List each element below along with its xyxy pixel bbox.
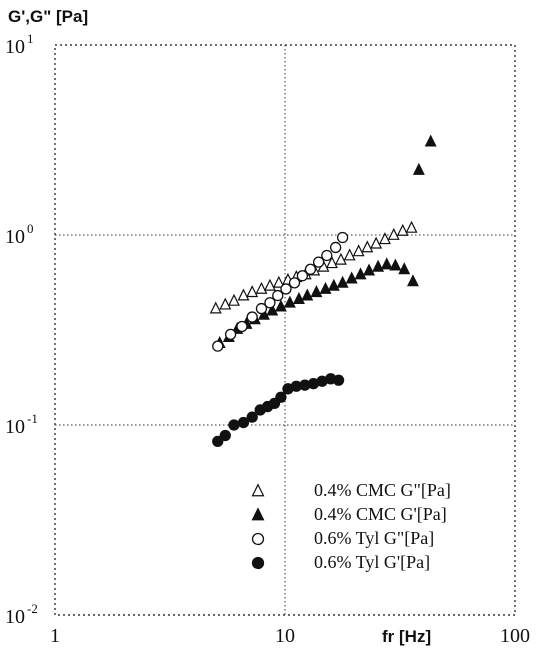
- cmc-g-prime-point: [372, 259, 385, 272]
- tyl-g-prime-point: [332, 374, 345, 386]
- legend: 0.4% CMC G"[Pa] 0.4% CMC G'[Pa] 0.6% Tyl G…: [251, 480, 451, 572]
- cmc-g-double-prime-point: [237, 288, 250, 301]
- cmc-g-double-prime-point: [378, 232, 391, 245]
- cmc-g-prime-point: [327, 278, 340, 291]
- tyl-g-double-prime-point: [246, 311, 258, 323]
- tyl-g-double-prime-point: [312, 256, 325, 268]
- cmc-g-double-prime-point: [387, 227, 400, 240]
- cmc-g-prime-point: [310, 285, 323, 298]
- tyl-g-double-prime-point: [224, 328, 237, 340]
- cmc-g-prime-point: [319, 281, 332, 294]
- cmc-g-double-prime-point: [272, 275, 285, 288]
- cmc-g-double-prime-point: [246, 285, 259, 298]
- legend-marker: [251, 507, 265, 521]
- y-axis-title: G',G" [Pa]: [8, 7, 88, 26]
- cmc-g-prime-point: [336, 275, 349, 288]
- cmc-g-prime-point: [292, 291, 305, 304]
- cmc-g-double-prime-point: [263, 278, 276, 291]
- grid: [55, 45, 515, 615]
- cmc-g-double-prime-point: [255, 281, 268, 294]
- cmc-g-double-prime-point: [370, 236, 383, 249]
- tyl-g-prime-point: [219, 429, 231, 442]
- tyl-g-double-prime-point: [296, 270, 309, 282]
- legend-label: 0.4% CMC G'[Pa]: [314, 504, 447, 524]
- cmc-g-double-prime-point: [228, 293, 240, 306]
- legend-marker: [251, 532, 265, 546]
- cmc-g-prime-point: [424, 134, 437, 147]
- cmc-g-prime-point: [301, 288, 314, 301]
- cmc-g-prime-point: [283, 295, 296, 308]
- tyl-g-double-prime-point: [336, 231, 349, 244]
- tyl-g-double-prime-point: [321, 249, 333, 262]
- tyl-g-double-prime-point: [212, 340, 224, 352]
- cmc-g-prime-point: [274, 299, 287, 312]
- cmc-g-prime-point: [398, 262, 411, 275]
- y-tick-label: 10: [5, 226, 25, 248]
- cmc-g-double-prime-point: [343, 248, 356, 261]
- legend-marker: [251, 556, 265, 570]
- cmc-g-double-prime-point: [325, 256, 338, 269]
- legend-label: 0.4% CMC G"[Pa]: [314, 480, 451, 500]
- cmc-g-prime-point: [406, 274, 419, 287]
- series-tyl-g-prime: [212, 373, 345, 448]
- tyl-g-prime-point: [237, 416, 250, 429]
- cmc-g-double-prime-point: [209, 301, 222, 314]
- x-tick-label: 1: [50, 625, 60, 647]
- cmc-g-prime-point: [380, 257, 393, 270]
- tyl-g-double-prime-point: [255, 302, 268, 315]
- x-tick-label: 10: [275, 625, 295, 647]
- tyl-g-prime-point: [275, 391, 287, 403]
- cmc-g-prime-point: [345, 271, 358, 284]
- legend-marker: [251, 483, 265, 497]
- y-tick-exponent: 0: [27, 221, 34, 236]
- cmc-g-prime-point: [363, 263, 376, 276]
- legend-label: 0.6% Tyl G'[Pa]: [314, 552, 430, 572]
- tyl-g-double-prime-point: [264, 297, 276, 309]
- tyl-g-double-prime-point: [272, 289, 284, 302]
- tyl-g-double-prime-point: [280, 283, 292, 295]
- tyl-g-prime-point: [246, 411, 258, 423]
- y-tick-label: 10: [5, 416, 25, 438]
- cmc-g-prime-point: [389, 258, 402, 271]
- tyl-g-double-prime-point: [329, 241, 342, 254]
- tyl-g-double-prime-point: [288, 277, 301, 289]
- tyl-g-prime-point: [228, 419, 240, 431]
- y-tick-label: 10: [5, 606, 25, 628]
- cmc-g-double-prime-point: [361, 240, 374, 253]
- tyl-g-prime-point: [212, 435, 224, 448]
- data-points: [209, 134, 437, 448]
- y-tick-exponent: -1: [27, 411, 38, 426]
- cmc-g-double-prime-point: [396, 223, 409, 236]
- series-tyl-g-double-prime: [212, 231, 349, 352]
- y-tick-exponent: -2: [27, 601, 38, 616]
- cmc-g-double-prime-point: [219, 297, 232, 310]
- tyl-g-double-prime-point: [304, 263, 317, 275]
- y-tick-exponent: 1: [27, 31, 34, 46]
- cmc-g-double-prime-point: [352, 244, 365, 257]
- cmc-g-prime-point: [266, 303, 279, 316]
- legend-label: 0.6% Tyl G"[Pa]: [314, 528, 434, 548]
- cmc-g-double-prime-point: [334, 252, 347, 265]
- x-tick-label: 100: [500, 625, 530, 647]
- tyl-g-double-prime-point: [236, 320, 248, 333]
- y-tick-label: 10: [5, 36, 25, 58]
- x-axis-title: fr [Hz]: [382, 627, 431, 646]
- cmc-g-prime-point: [354, 267, 367, 280]
- cmc-g-prime-point: [412, 162, 425, 175]
- plot-frame: [54, 44, 516, 616]
- cmc-g-double-prime-point: [405, 220, 418, 233]
